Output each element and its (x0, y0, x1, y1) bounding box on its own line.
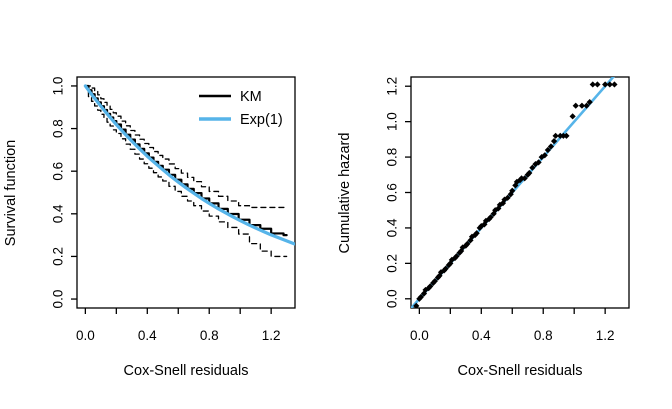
scatter-point (550, 138, 558, 145)
scatter-point (468, 233, 476, 240)
scatter-point (521, 175, 528, 182)
scatter-point (504, 194, 511, 201)
x-tick-label: 0.0 (410, 328, 429, 343)
x-tick-label: 1.2 (596, 328, 615, 343)
scatter-point (427, 283, 434, 290)
scatter-point (495, 205, 502, 212)
plot-box (410, 76, 630, 309)
plot-area (411, 77, 618, 308)
scatter-point (453, 253, 460, 260)
scatter-point (478, 223, 485, 230)
scatter-point (611, 81, 618, 88)
y-tick-label: 1.0 (51, 77, 66, 96)
scatter-point (490, 210, 497, 217)
scatter-point (462, 242, 469, 249)
scatter-point (563, 132, 570, 139)
scatter-point (473, 230, 480, 237)
x-tick-label: 0.8 (200, 328, 219, 343)
scatter-point (586, 99, 593, 106)
x-tick-label: 1.2 (262, 328, 281, 343)
x-tick-label: 0.4 (138, 328, 157, 343)
y-tick-label: 1.2 (385, 77, 400, 96)
y-tick-label: 0.6 (385, 183, 400, 202)
x-tick-label: 0.8 (534, 328, 553, 343)
y-tick-label: 1.0 (385, 112, 400, 131)
x-tick-label: 0.0 (76, 328, 95, 343)
y-tick-label: 0.0 (51, 290, 66, 309)
scatter-point (417, 293, 425, 301)
scatter-point (552, 132, 559, 139)
scatter-point (441, 267, 448, 274)
scatter-point (485, 215, 493, 223)
y-tick-label: 0.4 (51, 204, 66, 223)
scatter-point (544, 146, 551, 154)
scatter-point (464, 240, 471, 247)
scatter-point (606, 81, 613, 88)
scatter-point (578, 102, 586, 109)
series-exp-1- (83, 84, 295, 246)
left-panel: 0.0 0.4 0.8 1.2 0.0 0.2 0.4 0.6 0.8 1.0 (51, 76, 296, 343)
scatter-point (594, 81, 601, 88)
scatter-point (456, 249, 463, 256)
y-tick-label: 0.4 (385, 218, 400, 237)
y-tick-label: 0.8 (51, 119, 66, 138)
scatter-point (481, 221, 488, 228)
series-km-upper-95-ci (84, 85, 288, 209)
right-y-axis-title: Cumulative hazard (337, 133, 353, 254)
legend: KM Exp(1) (199, 89, 283, 128)
legend-exp1-label: Exp(1) (240, 112, 283, 128)
scatter-point (547, 143, 555, 150)
scatter-point (442, 265, 449, 272)
series-km (84, 84, 288, 237)
scatter-point (572, 102, 579, 109)
scatter-point (526, 169, 533, 177)
scatter-point (436, 272, 443, 279)
scatter-point (487, 214, 494, 221)
scatter-point (422, 286, 429, 294)
series-km-lower-95-ci (84, 85, 288, 258)
y-tick-label: 0.8 (385, 148, 400, 167)
y-tick-label: 0.0 (385, 289, 400, 308)
scatter-point (535, 159, 542, 166)
left-x-axis-title: Cox-Snell residuals (124, 363, 249, 379)
x-tick-label: 0.4 (472, 328, 491, 343)
scatter-point (513, 178, 521, 185)
scatter-point (602, 81, 609, 88)
scatter-point (496, 201, 503, 209)
scatter-point (529, 164, 536, 171)
y-tick-label: 0.2 (51, 247, 66, 266)
scatter-point (434, 274, 442, 281)
plot-box (76, 76, 296, 309)
scatter-point (524, 171, 531, 178)
scatter-point (512, 182, 519, 189)
right-panel: 0.0 0.4 0.8 1.2 0.0 0.2 0.4 0.6 0.8 1.0 1.2 (385, 76, 630, 343)
scatter-point (451, 254, 459, 262)
scatter-point (569, 113, 576, 120)
y-tick-label: 0.2 (385, 254, 400, 273)
scatter-point (509, 187, 516, 194)
scatter-point (413, 302, 420, 308)
left-y-axis-title: Survival function (3, 140, 19, 246)
y-tick-label: 0.6 (51, 162, 66, 181)
scatter-point (589, 81, 596, 88)
right-x-axis-title: Cox-Snell residuals (458, 363, 583, 379)
legend-km-label: KM (240, 89, 262, 105)
scatter-point (507, 191, 514, 198)
scatter-point (492, 207, 499, 214)
scatter-point (583, 102, 590, 109)
scatter-point (458, 247, 465, 255)
scatter-point (431, 277, 438, 285)
scatter-point (541, 152, 548, 159)
plot-area (83, 84, 295, 258)
